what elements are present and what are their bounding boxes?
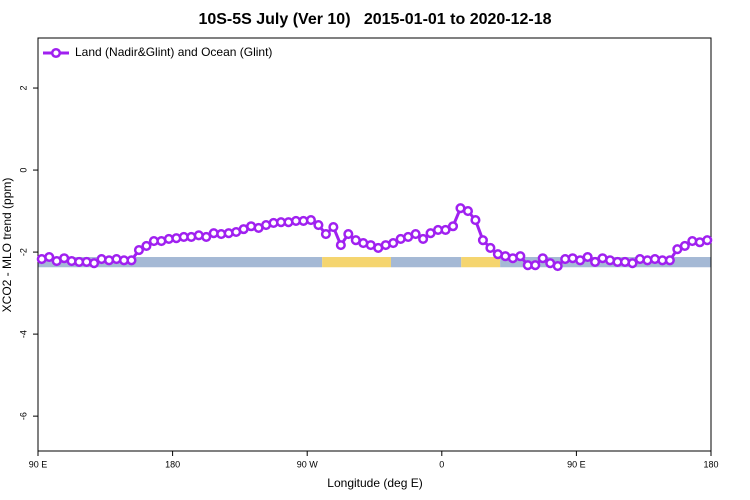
y-tick-label: -2 bbox=[18, 248, 28, 256]
data-point bbox=[440, 224, 451, 235]
surface-band-segment bbox=[322, 257, 391, 268]
x-tick-label: 90 E bbox=[29, 459, 48, 469]
data-point bbox=[664, 255, 675, 266]
surface-band-segment bbox=[38, 257, 323, 268]
data-point bbox=[552, 260, 563, 272]
data-point bbox=[462, 206, 474, 217]
data-point bbox=[388, 238, 399, 249]
data-point bbox=[447, 221, 459, 232]
data-point bbox=[590, 256, 601, 267]
x-tick-label: 180 bbox=[703, 459, 718, 469]
legend-label: Land (Nadir&Glint) and Ocean (Glint) bbox=[75, 45, 272, 59]
legend-marker bbox=[50, 47, 62, 59]
data-point bbox=[126, 255, 137, 266]
y-tick-label: 2 bbox=[18, 86, 28, 91]
data-point bbox=[320, 228, 331, 240]
data-point bbox=[679, 240, 690, 251]
data-point bbox=[335, 240, 346, 251]
data-point bbox=[582, 251, 593, 263]
x-tick-label: 0 bbox=[439, 459, 444, 469]
data-point bbox=[410, 228, 421, 240]
data-point bbox=[343, 228, 354, 240]
y-axis-label: XCO2 - MLO trend (ppm) bbox=[0, 178, 14, 313]
data-point bbox=[485, 242, 496, 254]
x-tick-label: 90 E bbox=[567, 459, 586, 469]
data-point bbox=[141, 240, 152, 251]
y-tick-label: 0 bbox=[18, 168, 28, 173]
plot-frame bbox=[37, 37, 712, 452]
data-point bbox=[515, 251, 526, 262]
surface-band-segment bbox=[390, 257, 462, 268]
data-point bbox=[328, 222, 339, 233]
data-point bbox=[313, 219, 324, 231]
data-point bbox=[305, 215, 316, 226]
y-tick-label: -4 bbox=[18, 330, 28, 338]
x-axis-label: Longitude (deg E) bbox=[327, 476, 422, 490]
data-point bbox=[627, 258, 638, 269]
x-tick-label: 90 W bbox=[297, 459, 319, 469]
chart-title: 10S-5S July (Ver 10) 2015-01-01 to 2020-… bbox=[198, 11, 551, 28]
data-point bbox=[477, 235, 488, 246]
x-tick-label: 180 bbox=[165, 459, 180, 469]
data-point bbox=[44, 251, 55, 263]
data-point bbox=[470, 215, 481, 226]
data-point bbox=[537, 253, 548, 264]
data-point bbox=[530, 260, 541, 271]
data-point bbox=[418, 233, 429, 245]
data-point bbox=[702, 235, 713, 246]
data-point bbox=[89, 258, 100, 269]
surface-band-segment bbox=[461, 257, 501, 268]
data-point bbox=[201, 231, 212, 242]
y-tick-label: -6 bbox=[18, 412, 28, 420]
data-point bbox=[133, 244, 144, 256]
